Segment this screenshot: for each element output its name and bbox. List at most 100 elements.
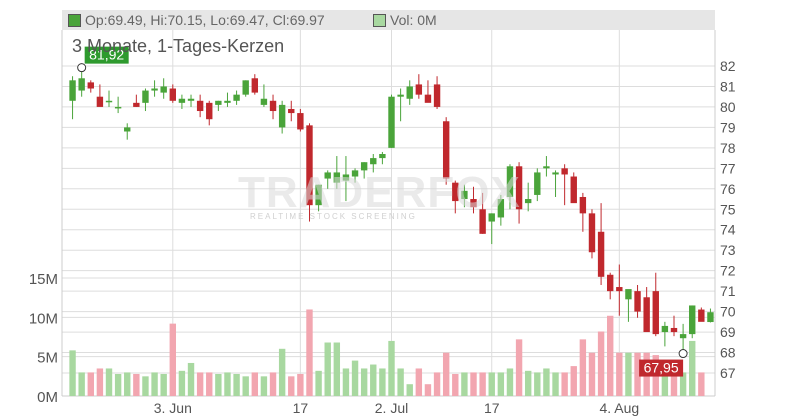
volume-bar (497, 372, 505, 396)
volume-bar (278, 348, 286, 396)
candle-body (297, 113, 304, 130)
volume-bar (306, 309, 313, 396)
min-marker-icon (678, 349, 688, 359)
volume-bar (406, 384, 413, 396)
price-tick-label: 82 (720, 58, 736, 74)
candle-body (579, 196, 587, 214)
candle-body (342, 174, 350, 181)
candle-body (278, 104, 286, 128)
candle-body (233, 94, 240, 101)
volume-bar (424, 384, 432, 396)
price-tick-label: 72 (720, 263, 736, 279)
volume-bar (433, 372, 441, 396)
date-tick-label: 3. Jun (154, 400, 192, 416)
candle-body (288, 108, 295, 114)
volume-bar (251, 372, 259, 396)
volume-bar (224, 372, 231, 396)
candle-body (661, 325, 669, 333)
volume-tick-label: 5M (37, 350, 58, 367)
volume-bar (151, 372, 158, 396)
volume-bar (142, 376, 149, 396)
candle-body (506, 166, 514, 197)
volume-bar (87, 372, 94, 396)
candle-body (160, 86, 167, 93)
candle-body (534, 172, 541, 195)
volume-bar (470, 372, 477, 396)
volume-bar (661, 372, 669, 396)
candle-body (515, 166, 523, 210)
price-tick-label: 74 (720, 222, 736, 238)
volume-bar (215, 373, 222, 396)
max-price-flag (84, 46, 129, 64)
volume-bar (515, 339, 523, 396)
date-tick-label: 17 (484, 400, 500, 416)
candle-body (105, 100, 113, 103)
price-tick-label: 81 (720, 78, 736, 94)
candle-body (397, 94, 404, 97)
candle-body (370, 158, 377, 165)
volume-bar (597, 331, 605, 396)
candle-body (543, 166, 550, 169)
candle-body (452, 182, 459, 202)
volume-tick-label: 0M (37, 389, 58, 406)
volume-bar (552, 372, 559, 396)
volume-bar (561, 372, 568, 396)
price-tick-label: 78 (720, 140, 736, 156)
volume-bar (442, 352, 450, 396)
volume-bar (461, 372, 468, 396)
volume-bar (579, 339, 587, 396)
min-price-flag (639, 359, 684, 377)
volume-bar (187, 362, 195, 396)
candle-body (652, 291, 659, 335)
volume-bar (297, 373, 304, 396)
candle-body (96, 96, 104, 107)
volume-bar (506, 368, 514, 396)
candle-body (169, 88, 176, 101)
candle-body (570, 176, 577, 204)
price-tick-label: 70 (720, 304, 736, 320)
volume-bar (534, 372, 541, 396)
volume-bar (69, 350, 76, 396)
candle-body (497, 199, 505, 218)
candle-body (433, 84, 441, 107)
volume-bar (488, 372, 495, 396)
volume-bar (415, 368, 423, 396)
min-price-label: 67,95 (644, 360, 679, 376)
price-tick-label: 68 (720, 345, 736, 361)
date-tick-label: 4. Aug (599, 400, 639, 416)
candle-body (306, 125, 313, 206)
volume-bar (78, 372, 85, 396)
volume-bar (269, 372, 277, 396)
candle-body (588, 213, 596, 253)
volume-bar (698, 372, 705, 396)
candle-body (406, 86, 413, 99)
candle-body (625, 289, 632, 300)
volume-bar (588, 352, 596, 396)
candle-body (224, 100, 231, 103)
candle-body (424, 94, 432, 103)
volume-bar (543, 368, 550, 396)
volume-bar (196, 372, 204, 396)
watermark-logo: TRADERFOX (238, 168, 521, 217)
volume-bar (625, 352, 632, 396)
price-tick-label: 71 (720, 283, 736, 299)
candle-body (379, 154, 386, 159)
candle-body (206, 102, 213, 120)
candle-body (215, 100, 222, 105)
volume-bar (388, 340, 395, 396)
candle-body (151, 88, 158, 91)
candle-body (470, 199, 477, 208)
volume-bar (452, 373, 459, 396)
volume-bar (178, 370, 186, 396)
candle-body (679, 334, 687, 339)
volume-bar (370, 364, 377, 396)
max-marker-icon (77, 63, 87, 73)
price-tick-label: 79 (720, 119, 736, 135)
volume-bar (479, 372, 486, 396)
candle-body (561, 168, 568, 175)
volume-bar (242, 376, 249, 396)
volume-tick-label: 10M (29, 310, 58, 327)
volume-bar (607, 315, 614, 396)
